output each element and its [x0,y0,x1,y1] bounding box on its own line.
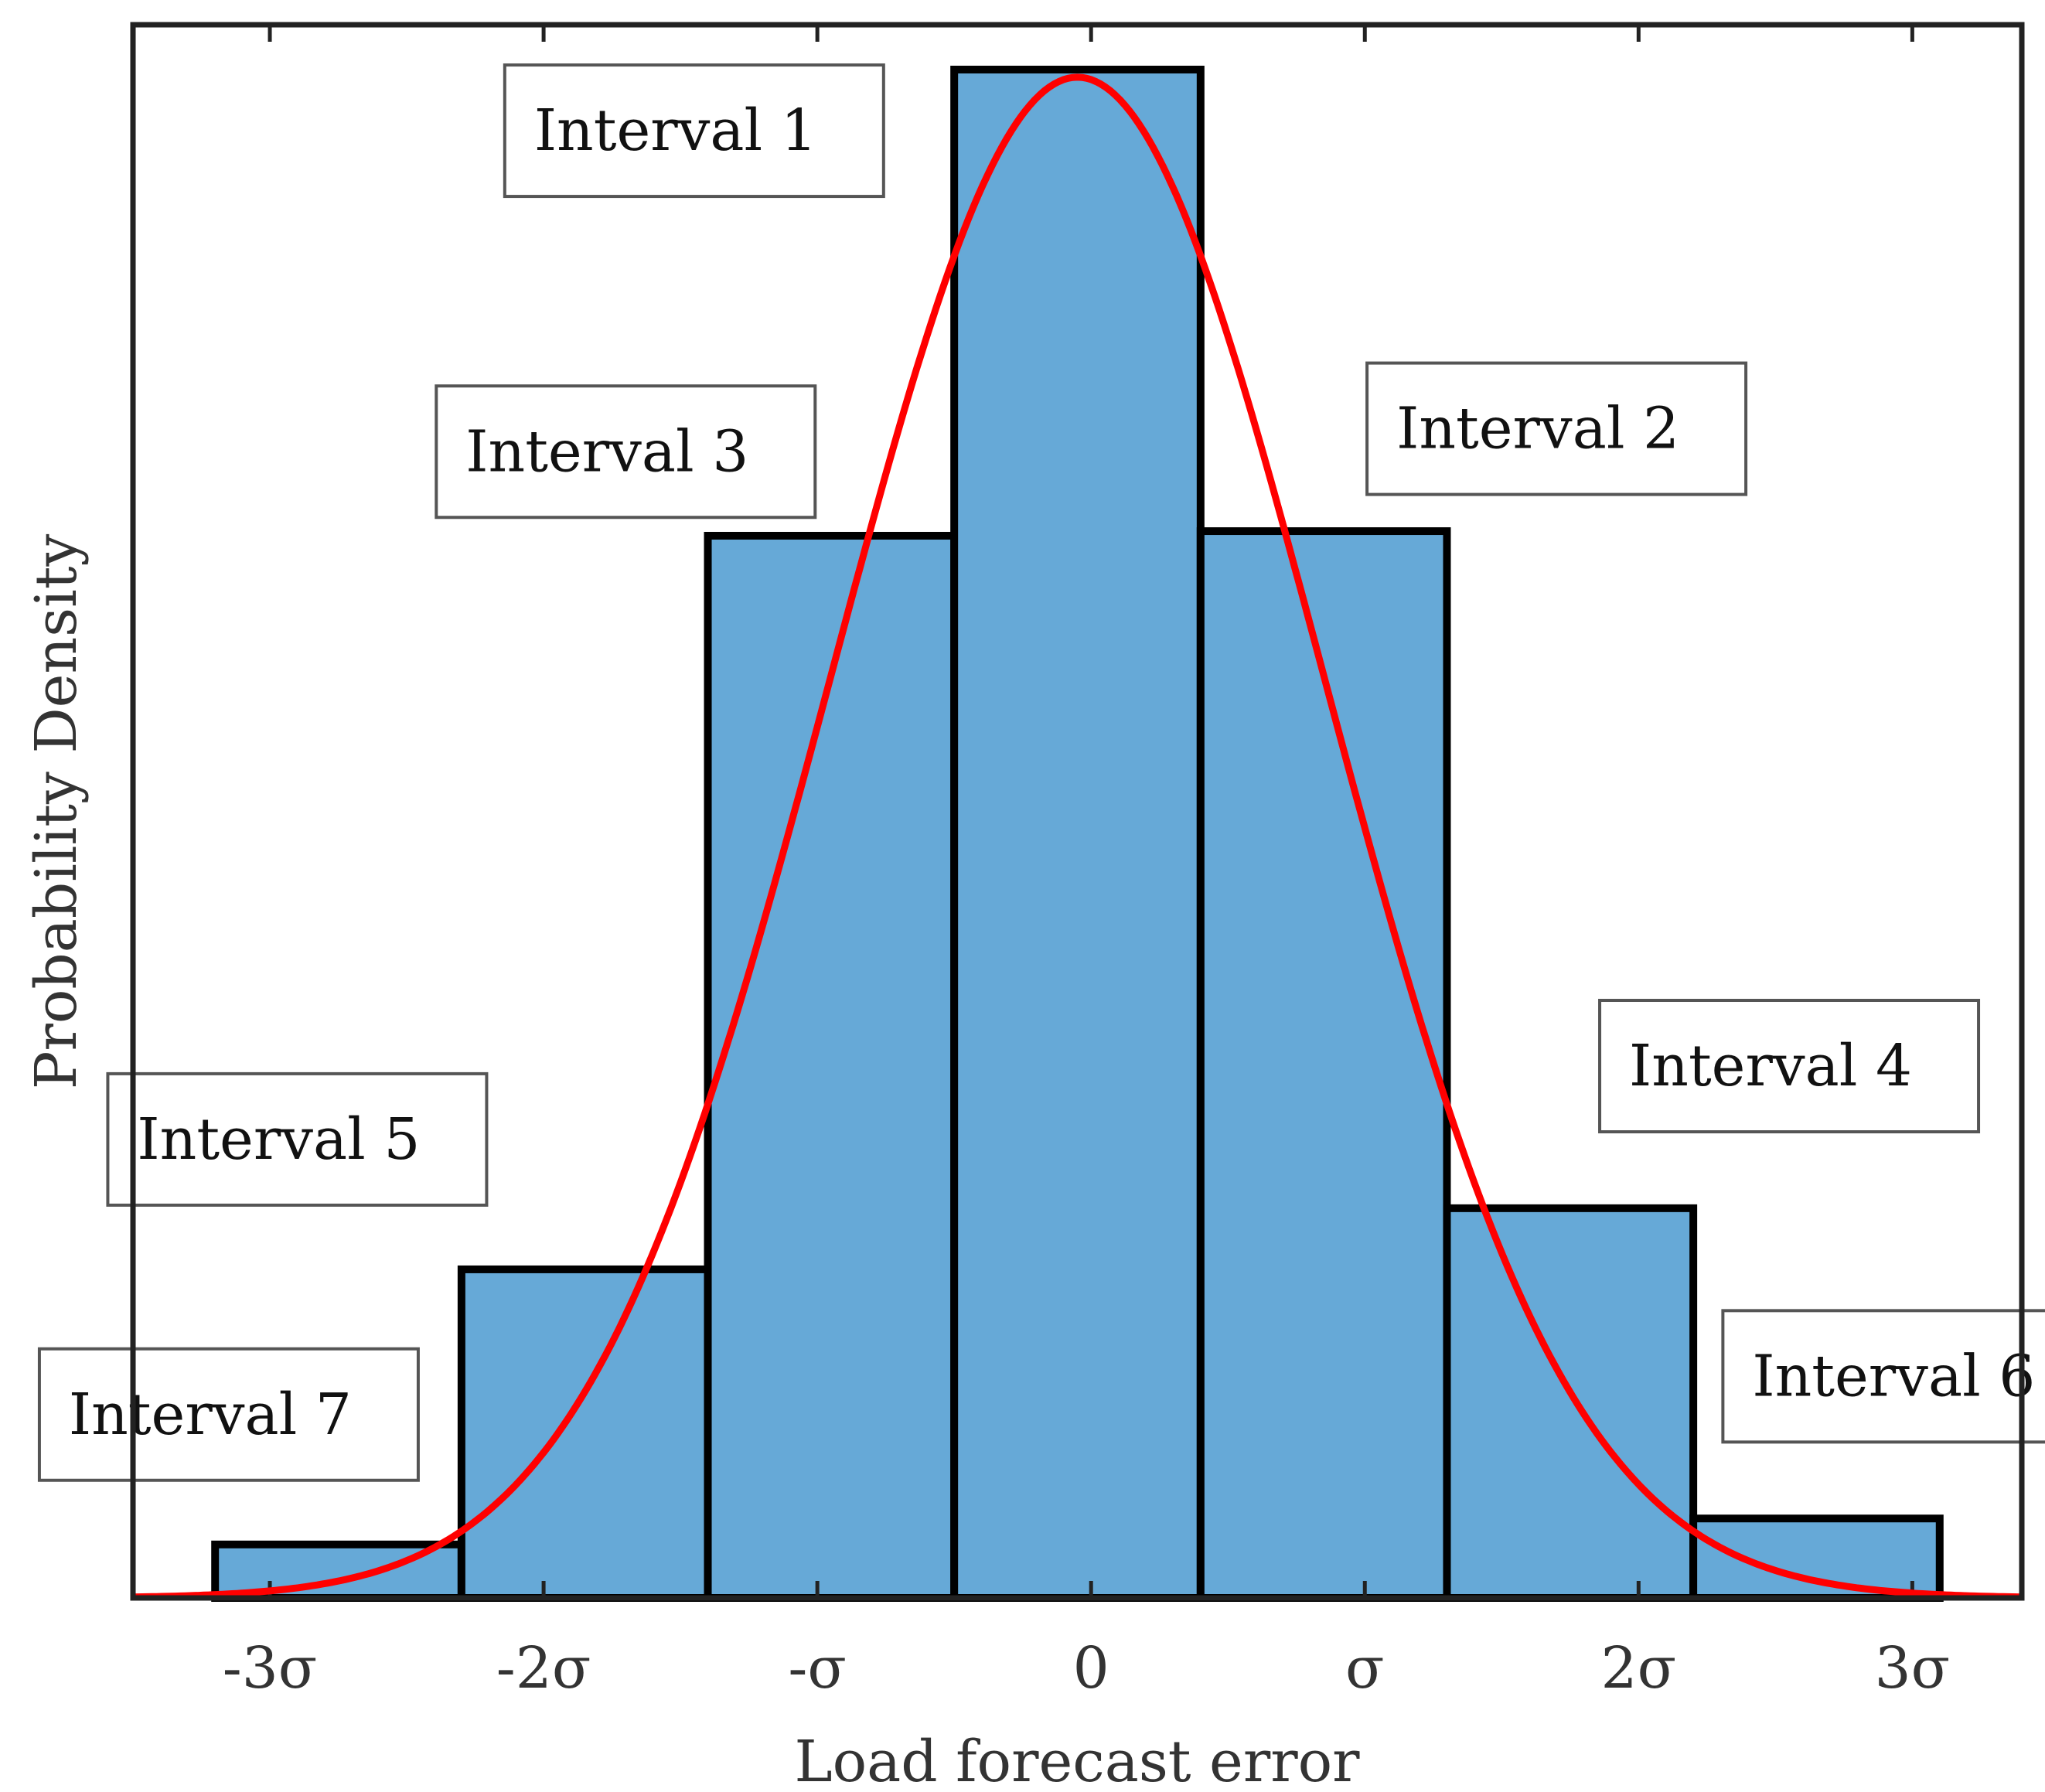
interval-label-text: Interval 2 [1396,396,1679,462]
x-tick-label-2: -2σ [496,1635,591,1702]
interval-label-text: Interval 1 [534,97,817,164]
interval-label-6: Interval 6 [1721,1309,2045,1444]
plot-frame [130,22,2025,1601]
x-tick-label-7: 3σ [1875,1635,1951,1702]
density-curve [132,73,2023,1601]
interval-label-box [1721,1309,2045,1444]
interval-label-box [106,1071,489,1207]
interval-label-2: Interval 2 [1365,361,1748,496]
histogram-bar-2 [457,1265,712,1602]
interval-label-box [1365,361,1748,496]
interval-label-1: Interval 1 [503,63,885,199]
interval-label-text: Interval 7 [69,1381,352,1448]
annotations-layer: Interval 1 Interval 2 Interval 3 Interval 4… [37,63,2045,1482]
x-tick-label-3: -σ [788,1635,847,1702]
interval-label-text: Interval 6 [1752,1343,2035,1409]
histogram-bar-5 [1196,527,1451,1603]
x-axis-title: Load forecast error [794,1729,1360,1792]
interval-label-box [1598,999,1981,1134]
histogram-bar-6 [1443,1204,1698,1602]
histogram-bar-7 [1689,1514,1944,1603]
x-tick-label-1: -3σ [223,1635,318,1702]
x-tick-label-5: σ [1345,1635,1385,1702]
tick-labels: -3σ -2σ -σ 0 σ 2σ 3σ [223,1635,1950,1702]
interval-label-3: Interval 3 [435,384,817,520]
interval-label-5: Interval 5 [106,1071,489,1207]
histogram-bar-4 [950,66,1205,1602]
interval-label-4: Interval 4 [1598,999,1981,1134]
histogram-bar-3 [704,531,959,1602]
y-axis-title: Probability Density [23,534,90,1090]
interval-label-text: Interval 4 [1629,1033,1912,1099]
interval-label-box [435,384,817,520]
interval-label-box [37,1347,420,1482]
interval-label-7: Interval 7 [37,1347,420,1482]
x-tick-label-6: 2σ [1601,1635,1677,1702]
interval-label-text: Interval 5 [137,1106,420,1173]
ticks-layer [268,25,1914,1598]
bars-layer [211,66,1944,1603]
x-tick-label-4: 0 [1073,1635,1109,1702]
interval-label-box [503,63,885,199]
interval-label-text: Interval 3 [465,418,748,485]
